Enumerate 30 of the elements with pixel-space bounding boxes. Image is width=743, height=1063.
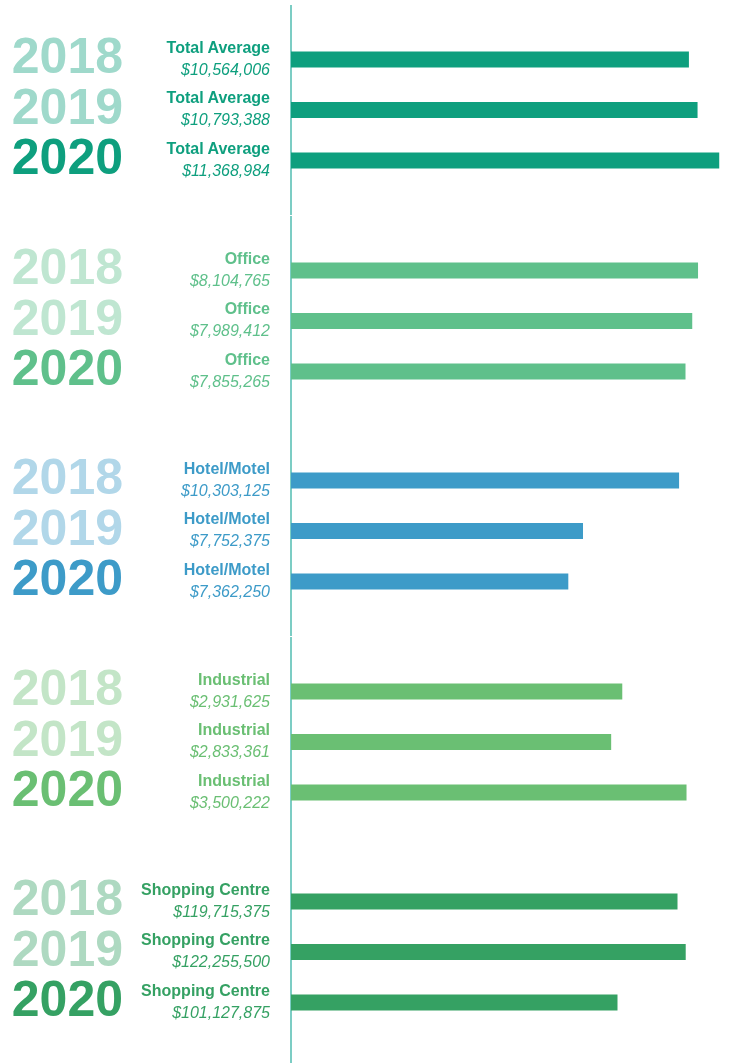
text: Industrial bbox=[197, 771, 270, 789]
data-label: $10,793,388 bbox=[180, 111, 271, 129]
data-label: $8,104,765 bbox=[188, 271, 271, 289]
series-label: Office bbox=[224, 249, 271, 267]
data-label: $2,833,361 bbox=[188, 743, 270, 761]
text: Shopping Centre bbox=[141, 981, 270, 999]
text: Total Average bbox=[166, 89, 270, 107]
data-label: $122,255,500 bbox=[171, 953, 271, 971]
series-label: Shopping Centre bbox=[141, 880, 271, 898]
text: Hotel/Motel bbox=[183, 510, 270, 528]
data-label: $2,931,625 bbox=[188, 692, 271, 710]
data-label: $7,989,412 bbox=[188, 322, 271, 340]
data-label: $119,715,375 bbox=[172, 902, 271, 920]
data-label: $10,564,006 bbox=[180, 60, 271, 78]
data-label: $7,855,265 bbox=[188, 372, 271, 390]
data-label: $11,368,984 bbox=[181, 161, 271, 179]
series-label: Hotel/Motel bbox=[183, 459, 270, 477]
series-label: Industrial bbox=[197, 670, 270, 688]
data-label: $7,362,250 bbox=[188, 582, 271, 600]
text: Total Average bbox=[166, 139, 270, 157]
text: Office bbox=[224, 300, 270, 318]
text: Industrial bbox=[197, 721, 270, 739]
data-label: $10,303,125 bbox=[180, 481, 271, 499]
series-label: Total Average bbox=[166, 38, 271, 56]
data-label: $101,127,875 bbox=[171, 1003, 271, 1021]
data-label: $3,500,222 bbox=[188, 793, 271, 811]
text: Shopping Centre bbox=[141, 931, 270, 949]
data-label: $7,752,375 bbox=[188, 532, 271, 550]
text: Hotel/Motel bbox=[183, 560, 270, 578]
text: Office bbox=[224, 350, 270, 368]
